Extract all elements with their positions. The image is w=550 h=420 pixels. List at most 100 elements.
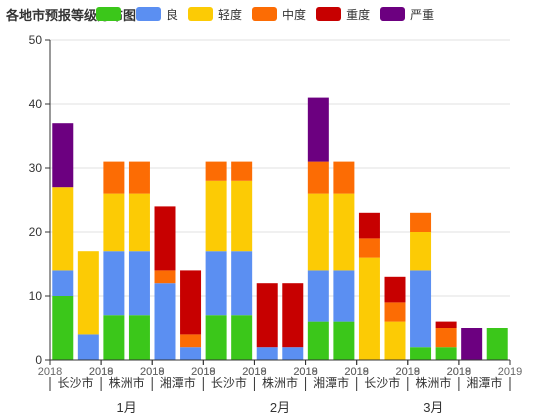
- bar-segment: [435, 321, 457, 328]
- bar-segment: [180, 334, 202, 348]
- legend-item-heavy[interactable]: 重度: [316, 6, 370, 23]
- legend-item-excellent[interactable]: [96, 7, 126, 21]
- bar-segment: [103, 193, 125, 252]
- bar-segment: [384, 276, 406, 303]
- legend-item-light[interactable]: 轻度: [188, 6, 242, 23]
- legend-item-good[interactable]: 良: [136, 6, 178, 23]
- bar-segment: [154, 206, 176, 271]
- bar-segment: [282, 347, 304, 360]
- bar-segment: [231, 180, 253, 252]
- city-label: 湘潭市: [160, 375, 196, 390]
- bar-segment: [231, 161, 253, 181]
- year-tick-label: 2018: [242, 366, 266, 378]
- bars: [52, 97, 508, 360]
- year-tick-label: 2019: [344, 366, 368, 378]
- bar-segment: [128, 251, 150, 316]
- bar-segment: [52, 187, 74, 271]
- year-tick-label: 2018: [293, 366, 317, 378]
- bar-segment: [180, 347, 202, 360]
- bar-segment: [307, 321, 329, 360]
- bar-segment: [307, 97, 329, 162]
- bar-segment: [333, 270, 355, 322]
- bar-segment: [307, 193, 329, 271]
- legend-item-moderate[interactable]: 中度: [252, 6, 306, 23]
- bar-segment: [486, 328, 508, 360]
- city-label: 长沙市: [58, 375, 94, 390]
- bar-segment: [256, 283, 278, 348]
- legend: 各地市预报等级分布图 良 轻度 中度 重度 严重: [0, 4, 444, 24]
- bar-segment: [384, 321, 406, 360]
- bar-segment: [333, 193, 355, 271]
- year-tick-label: 2018: [344, 366, 368, 378]
- y-tick-label: 30: [29, 161, 43, 175]
- city-label: 湘潭市: [313, 375, 349, 390]
- bar-segment: [52, 123, 74, 188]
- year-tick-label: 2019: [447, 366, 471, 378]
- city-label: 株洲市: [109, 375, 145, 390]
- year-tick-label: 2018: [38, 366, 62, 378]
- bar-segment: [205, 251, 227, 316]
- y-tick-label: 0: [35, 353, 42, 367]
- bar-segment: [154, 270, 176, 284]
- bar-segment: [435, 347, 457, 360]
- legend-item-severe[interactable]: 严重: [380, 6, 434, 23]
- year-tick-label: 2019: [89, 366, 113, 378]
- legend-label: 轻度: [218, 7, 243, 22]
- bar-segment: [205, 161, 227, 181]
- year-tick-label: 2019: [293, 366, 317, 378]
- bar-segment: [103, 161, 125, 194]
- city-label: 长沙市: [364, 375, 400, 390]
- legend-label: 良: [166, 7, 179, 22]
- year-tick-label: 2019: [191, 366, 215, 378]
- bar-segment: [410, 347, 432, 360]
- year-tick-label: 2018: [140, 366, 164, 378]
- year-tick-label: 2018: [447, 366, 471, 378]
- city-label: 株洲市: [262, 375, 298, 390]
- bar-segment: [205, 315, 227, 360]
- y-tick-label: 50: [29, 33, 43, 47]
- bar-segment: [307, 161, 329, 194]
- bar-segment: [231, 315, 253, 360]
- bar-segment: [282, 283, 304, 348]
- bar-segment: [435, 328, 457, 348]
- city-label: 湘潭市: [466, 375, 502, 390]
- legend-swatch: [380, 7, 406, 21]
- bar-segment: [358, 257, 380, 360]
- year-tick-label: 2018: [89, 366, 113, 378]
- city-label: 长沙市: [211, 375, 247, 390]
- y-tick-label: 20: [29, 225, 43, 239]
- bar-segment: [256, 347, 278, 360]
- y-tick-label: 10: [29, 289, 43, 303]
- year-tick-label: 2018: [191, 366, 215, 378]
- legend-swatch: [96, 7, 122, 21]
- year-tick-label: 2019: [140, 366, 164, 378]
- year-tick-label: 2019: [242, 366, 266, 378]
- bar-segment: [128, 315, 150, 360]
- legend-label: 中度: [282, 7, 307, 22]
- bar-segment: [103, 251, 125, 316]
- bar-segment: [461, 328, 483, 360]
- y-tick-label: 40: [29, 97, 43, 111]
- bar-segment: [333, 321, 355, 360]
- bar-segment: [154, 283, 176, 360]
- bar-segment: [333, 161, 355, 194]
- bar-segment: [180, 270, 202, 335]
- legend-swatch: [316, 7, 342, 21]
- month-label: 3月: [423, 400, 443, 415]
- bar-segment: [52, 270, 74, 296]
- month-label: 1月: [117, 400, 137, 415]
- bar-segment: [410, 270, 432, 348]
- bar-segment: [384, 302, 406, 322]
- legend-swatch: [136, 7, 162, 21]
- bar-segment: [307, 270, 329, 322]
- legend-swatch: [252, 7, 278, 21]
- month-label: 2月: [270, 400, 290, 415]
- bar-segment: [77, 334, 99, 360]
- bar-segment: [358, 238, 380, 258]
- bar-segment: [77, 251, 99, 335]
- year-tick-label: 2019: [498, 366, 522, 378]
- city-label: 株洲市: [415, 375, 451, 390]
- year-tick-label: 2018: [396, 366, 420, 378]
